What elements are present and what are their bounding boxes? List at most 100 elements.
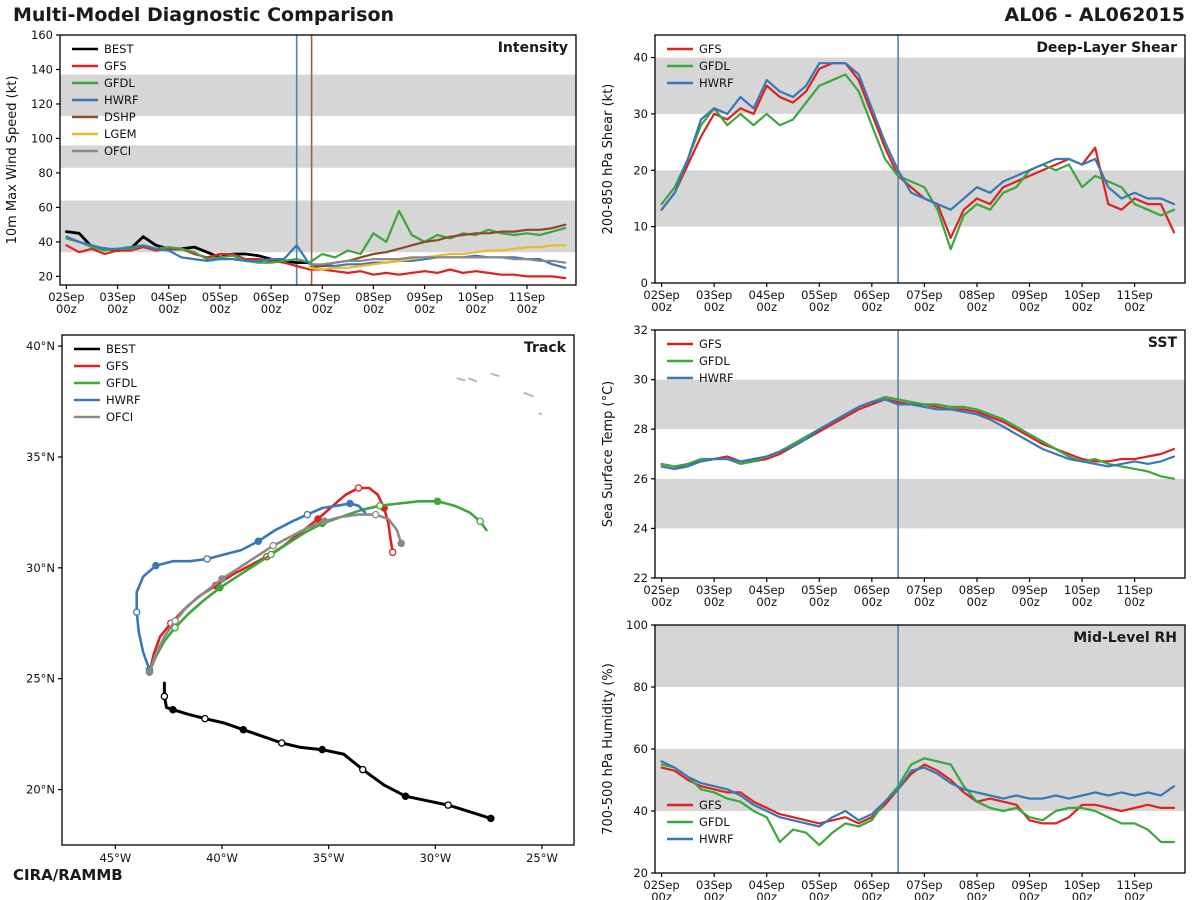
panel-title: Intensity [498,40,568,56]
x-tick-day: 09Sep [1011,288,1047,302]
x-tick-hour: 00z [363,302,384,316]
category-band [60,200,576,253]
plot-border [61,334,575,846]
y-tick-label: 60 [633,742,648,756]
x-tick-day: 09Sep [1011,878,1047,892]
track-point-best [160,692,169,701]
panel-title: Track [524,340,567,356]
intensity-chart: 20 40 60 80 100 120 140 160 02Sep 00z 03Sep 00z 04Se… [2,27,590,323]
x-tick-hour: 00z [967,300,988,314]
legend-label-gfdl: GFDL [699,59,730,73]
y-tick-label: 40 [633,51,648,65]
x-tick-day: 06Sep [253,290,289,304]
series-line-hwrf [660,760,1176,828]
x-tick-hour: 00z [651,890,672,900]
track-point-ofci [269,541,277,550]
legend-label-gfs: GFS [699,798,722,812]
legend-label-gfdl: GFDL [699,354,730,368]
y-tick-label: 100 [626,618,648,632]
sst-chart: 22 24 26 28 30 32 02Sep 00z 03Sep 00z 04Sep 00z 05Se… [598,322,1198,612]
track-point-best [444,801,452,809]
x-tick-label: 45°W [99,851,131,865]
legend-label-hwrf: HWRF [699,832,734,846]
x-tick-hour: 00z [861,300,882,314]
track-point-ofci [320,517,329,526]
x-tick-day: 11Sep [1116,583,1152,597]
legend-label-dshp: DSHP [104,110,136,124]
x-tick-day: 11Sep [509,290,545,304]
x-tick-hour: 00z [1019,300,1040,314]
plot-border [654,329,1186,579]
x-tick-hour: 00z [1072,890,1093,900]
x-tick-hour: 00z [56,302,77,316]
x-tick-hour: 00z [967,595,988,609]
legend-label-gfs: GFS [106,359,129,373]
x-tick-hour: 00z [465,302,486,316]
x-tick-hour: 00z [809,595,830,609]
x-tick-hour: 00z [1124,890,1145,900]
x-tick-day: 08Sep [959,878,995,892]
x-tick-day: 03Sep [696,878,732,892]
legend-label-best: BEST [106,342,136,356]
x-tick-day: 10Sep [458,290,494,304]
y-tick-label: 60 [38,200,53,214]
track-point-gfs [354,484,363,492]
track-point-best [487,814,495,823]
x-tick-day: 05Sep [801,288,837,302]
category-band [655,749,1185,811]
x-tick-hour: 00z [914,595,935,609]
track-point-best [201,714,209,723]
y-axis-label: Sea Surface Temp (°C) [601,381,616,528]
y-tick-label: 120 [31,97,53,111]
x-tick-day: 11Sep [1116,878,1152,892]
x-tick-hour: 00z [1072,595,1093,609]
y-tick-label: 20 [633,866,648,880]
x-tick-day: 03Sep [99,290,135,304]
track-chart: 20°N 25°N 30°N 35°N 40°N 45°W 40°W 35°W 30°W 25°W… [2,327,590,890]
x-tick-hour: 00z [1124,595,1145,609]
panel-title: Mid-Level RH [1073,630,1177,646]
x-tick-day: 03Sep [696,288,732,302]
series-line-gfdl [660,757,1176,847]
category-band [655,478,1185,529]
x-tick-day: 02Sep [643,583,679,597]
x-tick-day: 09Sep [1011,583,1047,597]
coastline-fragment [523,391,534,398]
legend-label-gfs: GFS [699,337,722,351]
intensity-figure: 2040608010012014016002Sep00z03Sep00z04Se… [5,28,577,316]
x-tick-hour: 00z [651,300,672,314]
track-point-gfs [314,515,322,523]
category-band [655,625,1185,687]
legend-label-hwrf: HWRF [106,393,141,407]
x-tick-label: 35°W [313,851,345,865]
y-tick-label: 20 [38,269,53,283]
storm-id: AL06 - AL062015 [1004,4,1186,26]
y-tick-label: 25°N [26,672,55,686]
x-tick-day: 08Sep [355,290,391,304]
x-tick-hour: 00z [1019,595,1040,609]
x-tick-day: 07Sep [906,583,942,597]
y-tick-label: 140 [31,62,53,76]
legend-label-hwrf: HWRF [699,76,734,90]
track-point-hwrf [346,499,354,508]
series-line-gfdl [660,395,1176,480]
category-band [655,57,1185,114]
legend-label-gfdl: GFDL [104,76,135,90]
x-tick-hour: 00z [1124,300,1145,314]
y-tick-label: 24 [633,521,648,535]
legend-label-gfdl: GFDL [106,376,137,390]
y-tick-label: 30°N [26,561,55,575]
coastline-fragment [490,372,500,377]
x-tick-hour: 00z [809,300,830,314]
legend-label-ofci: OFCI [106,410,133,424]
coastline-fragment [538,412,543,416]
track-point-best [169,705,177,714]
y-tick-label: 20 [633,163,648,177]
x-tick-label: 40°W [206,851,238,865]
x-tick-hour: 00z [210,302,231,316]
legend-label-ofci: OFCI [104,144,131,158]
x-tick-day: 02Sep [48,290,84,304]
y-tick-label: 35°N [26,450,55,464]
x-tick-label: 25°W [526,851,558,865]
